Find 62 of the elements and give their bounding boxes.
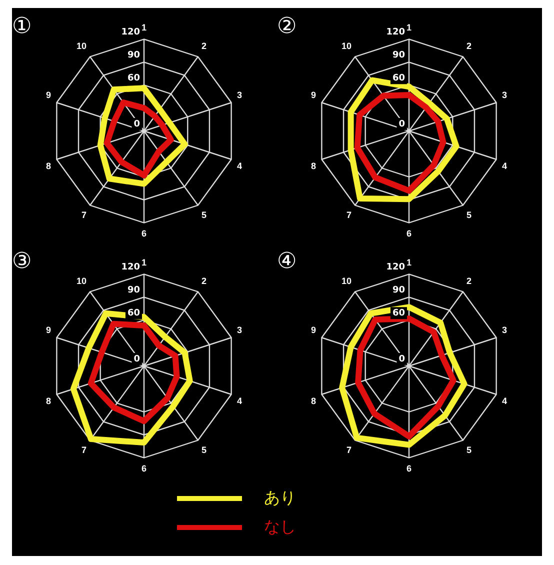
spoke-label: 2 (466, 276, 472, 286)
spoke-label: 5 (201, 210, 206, 220)
y-tick-label: 60 (127, 73, 140, 84)
spoke-label: 9 (310, 90, 316, 100)
spoke-label: 7 (82, 210, 87, 220)
spoke-label: 8 (46, 396, 51, 406)
spoke-label: 6 (141, 228, 147, 239)
spoke-label: 2 (201, 40, 206, 51)
spoke-label: 1 (406, 257, 412, 268)
spoke-label: 4 (502, 161, 508, 172)
y-tick-label: 120 (121, 28, 140, 38)
y-tick-label: 120 (386, 28, 405, 38)
y-tick-label: 90 (127, 285, 140, 296)
spoke-label: 8 (310, 396, 316, 406)
y-tick-label: 120 (121, 262, 140, 273)
spoke-label: 5 (466, 445, 472, 456)
spoke-label: 7 (346, 210, 352, 220)
spoke-label: 1 (406, 22, 412, 32)
spoke-label: 4 (237, 161, 242, 172)
y-tick-label: 90 (392, 50, 405, 60)
spoke-label: 10 (342, 40, 352, 51)
spoke-label: 1 (141, 22, 147, 32)
legend-label: なし (264, 517, 296, 538)
y-tick-label: 0 (398, 354, 405, 364)
y-tick-label: 60 (392, 73, 405, 84)
spoke-label: 7 (346, 445, 352, 456)
spoke-label: 4 (237, 396, 242, 406)
spoke-label: 4 (502, 396, 508, 406)
chart-title: ② (277, 14, 297, 39)
spoke-label: 3 (237, 324, 242, 335)
y-tick-label: 120 (386, 262, 405, 273)
spoke-label: 2 (466, 40, 472, 51)
spoke-label: 5 (201, 445, 206, 456)
legend-label: あり (264, 488, 296, 509)
y-tick-label: 90 (127, 50, 140, 60)
chart-title: ③ (12, 248, 32, 274)
spoke-label: 6 (141, 464, 147, 474)
y-tick-label: 60 (392, 308, 405, 318)
spoke-label: 9 (46, 324, 51, 335)
y-tick-label: 90 (392, 285, 405, 296)
spoke-label: 8 (46, 161, 51, 172)
spoke-label: 2 (201, 276, 206, 286)
chart-title: ④ (277, 248, 297, 274)
spoke-label: 9 (46, 90, 51, 100)
spoke-label: 1 (141, 257, 147, 268)
chart-title: ① (12, 14, 32, 39)
spoke-label: 5 (466, 210, 472, 220)
spoke-label: 10 (342, 276, 352, 286)
spoke-label: 3 (237, 90, 242, 100)
y-tick-label: 0 (134, 119, 140, 130)
y-tick-label: 60 (127, 308, 140, 318)
spoke-label: 9 (310, 324, 316, 335)
spoke-label: 6 (406, 228, 412, 239)
spoke-label: 7 (82, 445, 87, 456)
y-tick-label: 0 (398, 119, 405, 130)
y-tick-label: 0 (134, 354, 140, 364)
spoke-label: 6 (406, 464, 412, 474)
spoke-label: 3 (502, 90, 508, 100)
spoke-label: 10 (76, 40, 87, 51)
spoke-label: 8 (310, 161, 316, 172)
spoke-label: 3 (502, 324, 508, 335)
spoke-label: 10 (76, 276, 87, 286)
